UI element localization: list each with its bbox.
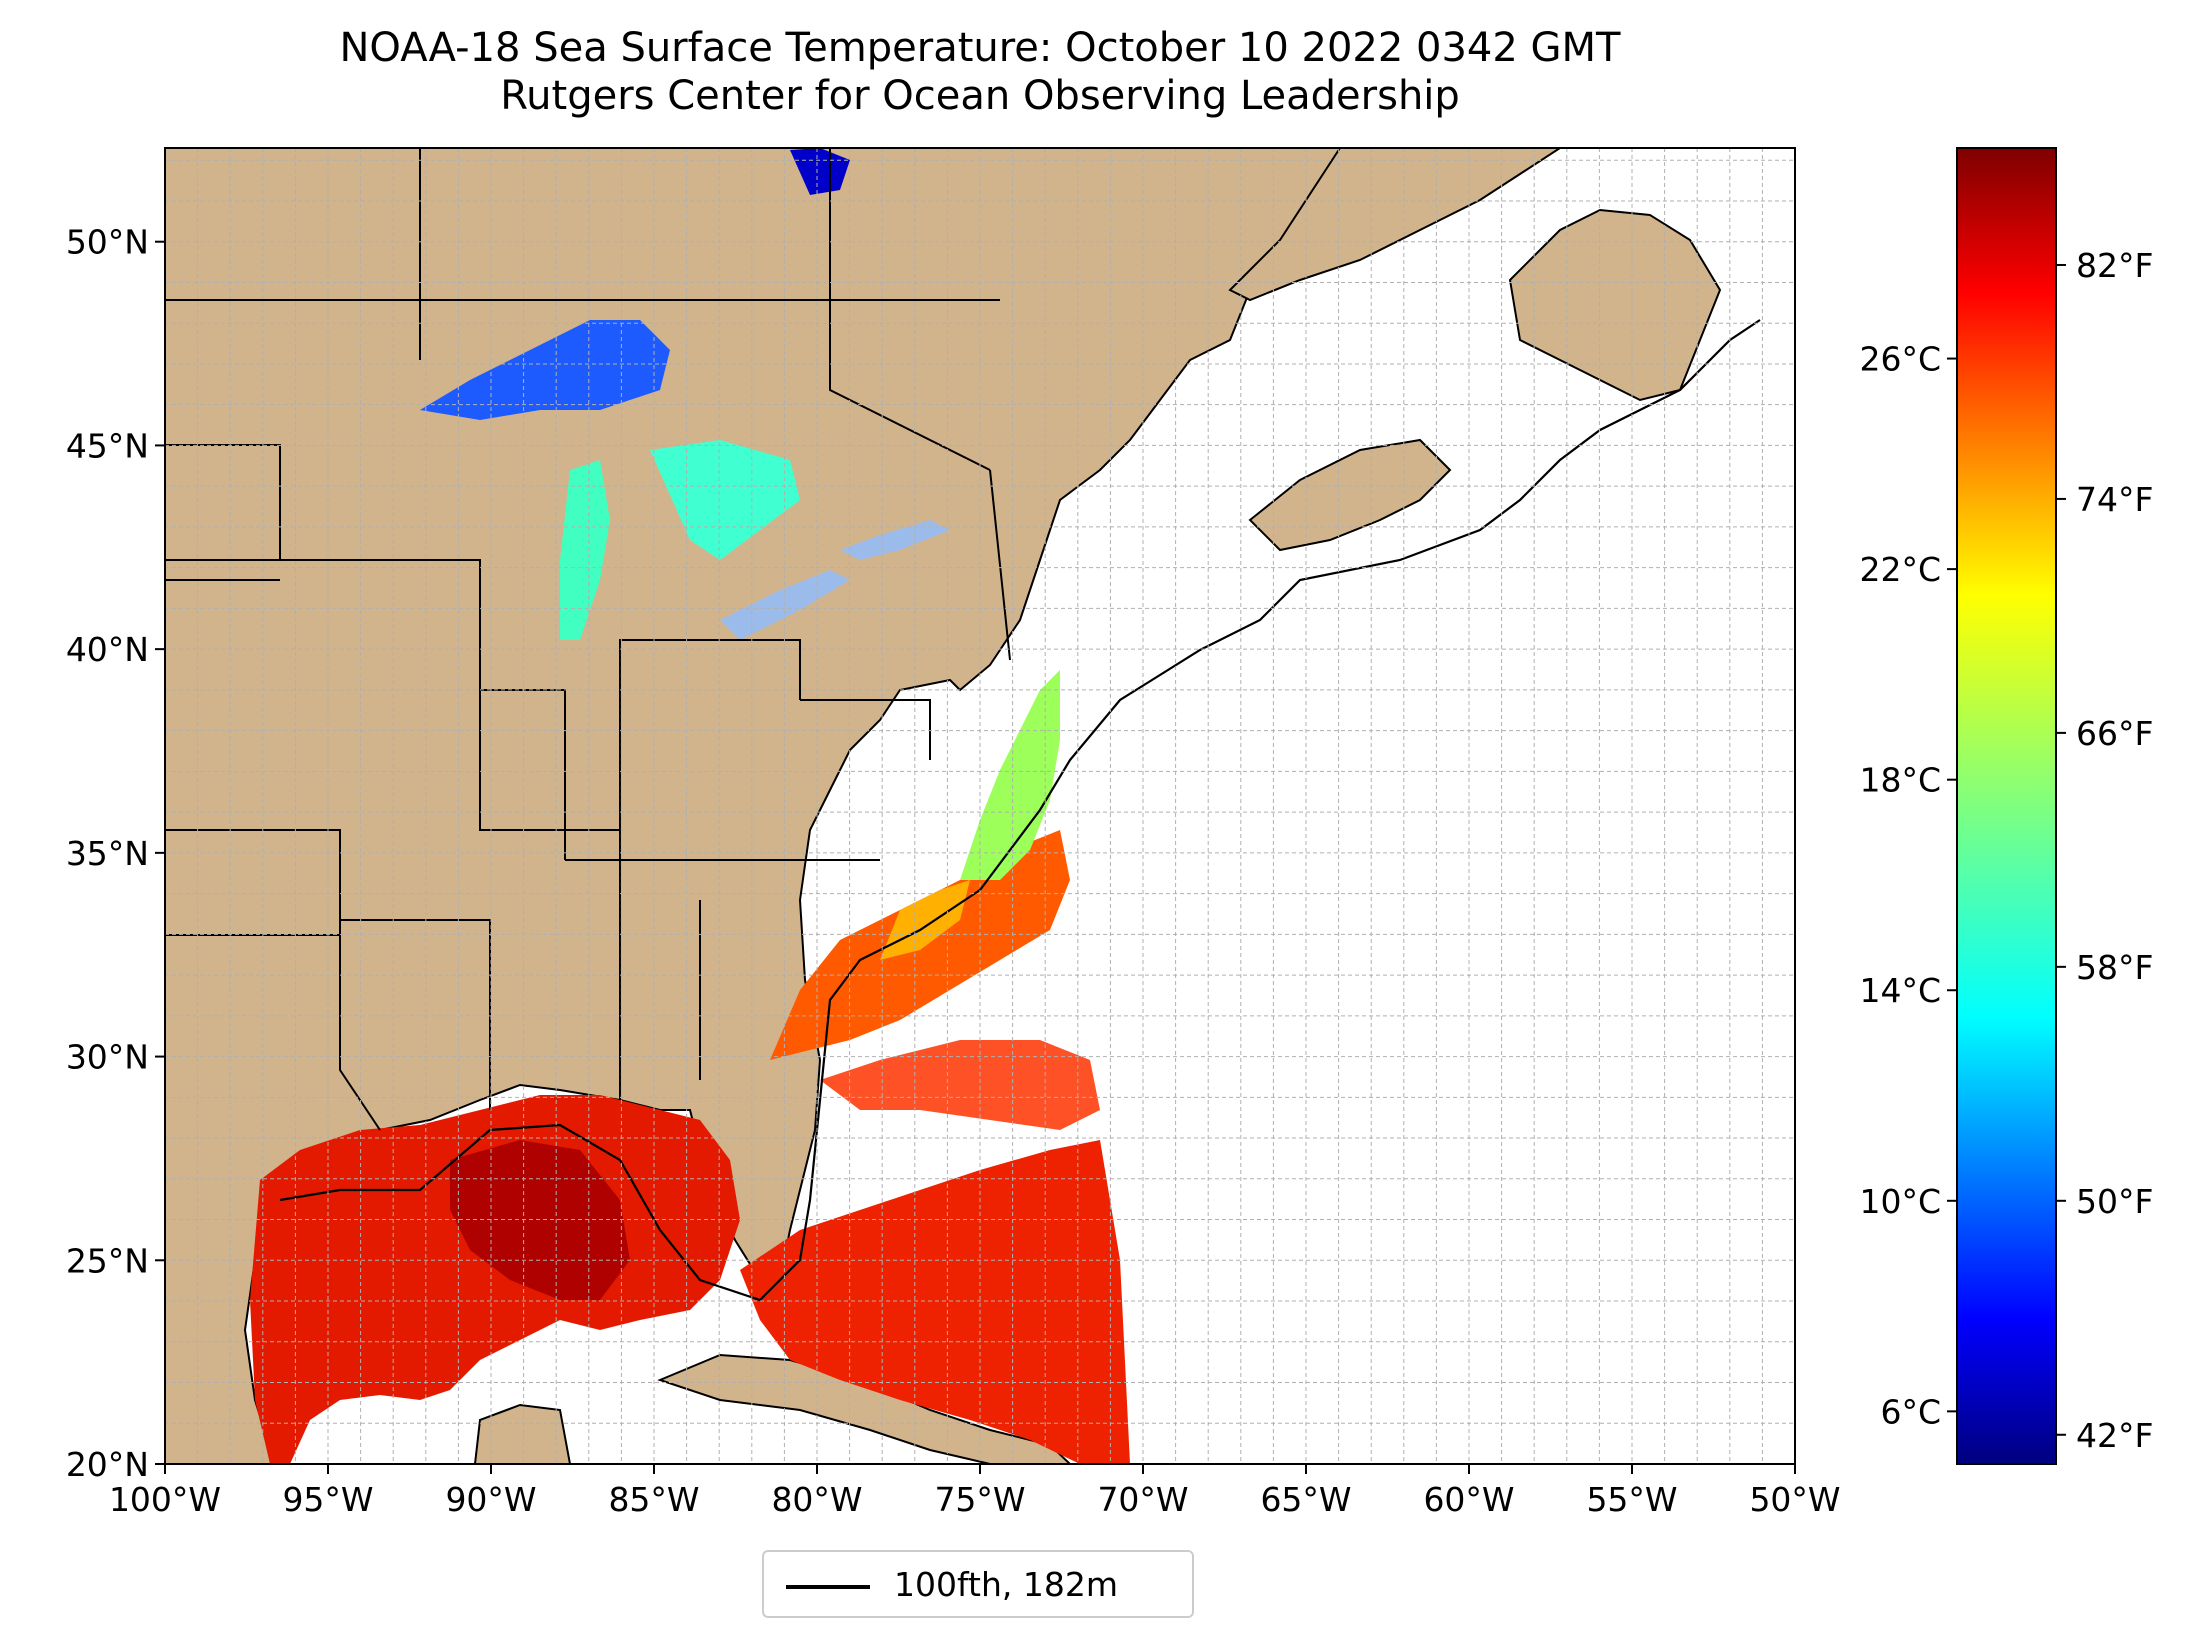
celsius-tick-label: 6°C <box>1880 1392 1941 1431</box>
fahrenheit-tick-label: 50°F <box>2076 1182 2153 1221</box>
x-tick-label: 90°W <box>445 1480 536 1519</box>
sst-lake-huron <box>650 440 800 560</box>
colorbar-celsius-axis: 6°C 10°C 14°C 18°C 22°C 26°C <box>1859 340 1957 1431</box>
y-tick-label: 20°N <box>66 1445 149 1484</box>
fahrenheit-tick-label: 82°F <box>2076 246 2153 285</box>
fahrenheit-tick-label: 66°F <box>2076 714 2153 753</box>
chart-subtitle: Rutgers Center for Ocean Observing Leade… <box>500 73 1460 119</box>
celsius-tick-label: 18°C <box>1859 761 1941 800</box>
fahrenheit-tick-label: 74°F <box>2076 480 2153 519</box>
fahrenheit-tick-label: 58°F <box>2076 948 2153 987</box>
x-tick-label: 100°W <box>109 1480 221 1519</box>
x-tick-label: 55°W <box>1586 1480 1677 1519</box>
yucatan-land <box>473 1403 572 1464</box>
y-tick-label: 45°N <box>66 426 149 465</box>
legend-label: 100fth, 182m <box>894 1565 1118 1604</box>
sst-lake-ontario <box>840 520 950 560</box>
map-gridlines <box>165 148 1795 1464</box>
sst-atlantic-patches <box>820 1040 1100 1130</box>
legend: 100fth, 182m <box>762 1550 1194 1618</box>
y-tick-label: 50°N <box>66 223 149 262</box>
sst-gulf-of-mexico <box>250 1095 740 1464</box>
sst-mid-atlantic-shelf <box>960 670 1060 880</box>
y-tick-label: 40°N <box>66 630 149 669</box>
x-tick-label: 85°W <box>608 1480 699 1519</box>
y-tick-label: 30°N <box>66 1038 149 1077</box>
newfoundland-land <box>1508 208 1722 402</box>
chart-title: NOAA-18 Sea Surface Temperature: October… <box>339 25 1621 71</box>
y-tick-label: 35°N <box>66 834 149 873</box>
x-tick-label: 95°W <box>282 1480 373 1519</box>
sst-atlantic-south <box>740 1140 1130 1464</box>
colorbar <box>1956 147 2057 1465</box>
fahrenheit-tick-label: 42°F <box>2076 1416 2153 1455</box>
sst-lake-michigan <box>560 460 610 640</box>
labrador-land <box>1228 148 1562 302</box>
x-tick-label: 70°W <box>1097 1480 1188 1519</box>
x-tick-label: 75°W <box>934 1480 1025 1519</box>
sst-lake-erie <box>720 570 850 640</box>
sst-lake-superior <box>420 320 670 420</box>
x-tick-label: 60°W <box>1423 1480 1514 1519</box>
x-tick-label: 50°W <box>1749 1480 1840 1519</box>
legend-line-swatch <box>786 1585 870 1589</box>
colorbar-fahrenheit-axis: 42°F 50°F 58°F 66°F 74°F 82°F <box>2056 246 2153 1455</box>
x-tick-label: 80°W <box>771 1480 862 1519</box>
celsius-tick-label: 26°C <box>1859 340 1941 379</box>
latitude-axis: 20°N 25°N 30°N 35°N 40°N 45°N 50°N <box>66 223 165 1484</box>
x-tick-label: 65°W <box>1260 1480 1351 1519</box>
celsius-tick-label: 10°C <box>1859 1182 1941 1221</box>
y-tick-label: 25°N <box>66 1241 149 1280</box>
celsius-tick-label: 22°C <box>1859 550 1941 589</box>
nova-scotia-land <box>1248 438 1452 552</box>
celsius-tick-label: 14°C <box>1859 971 1941 1010</box>
longitude-axis: 100°W 95°W 90°W 85°W 80°W 75°W 70°W 65°W 60°W 55°… <box>109 1464 1841 1519</box>
isobath-100fth <box>279 319 1761 1302</box>
